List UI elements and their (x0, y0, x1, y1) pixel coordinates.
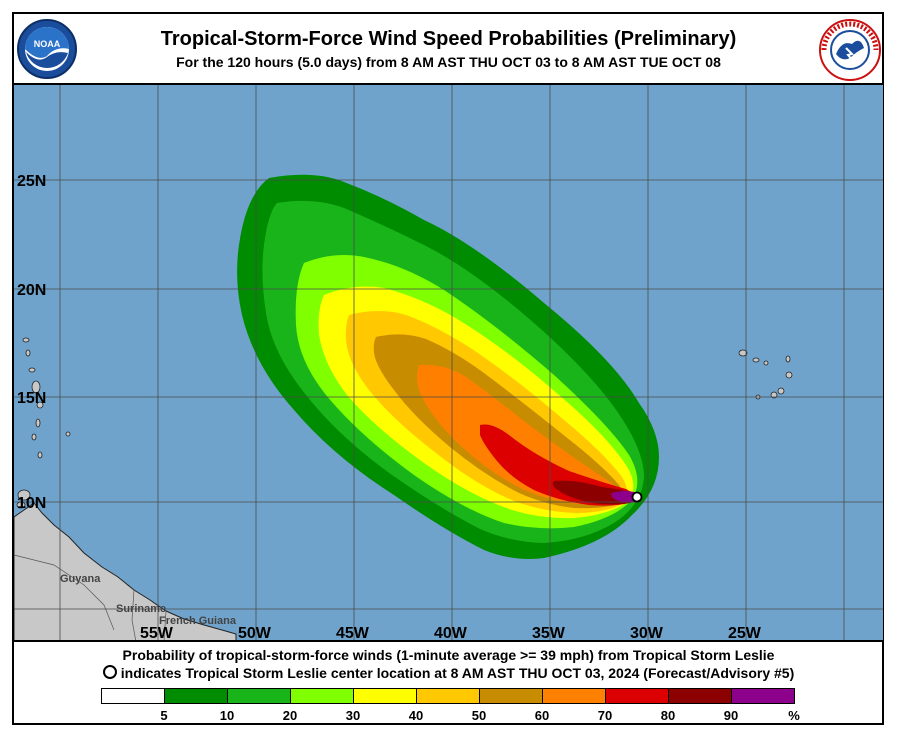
probability-map: 25N 20N 15N 10N 55W 50W 45W 40W 35W 30W … (14, 83, 883, 642)
legend-swatch (227, 688, 291, 704)
legend-tick-label: 30 (345, 708, 361, 723)
legend-swatch (668, 688, 732, 704)
probability-contours (237, 174, 660, 560)
nws-logo-icon (819, 19, 881, 81)
lat-label-10n: 10N (17, 495, 46, 512)
lat-label-15n: 15N (17, 390, 46, 407)
legend-swatch (542, 688, 606, 704)
legend-swatch (479, 688, 543, 704)
legend-tick-label: 70 (597, 708, 613, 723)
map-canvas: 25N 20N 15N 10N 55W 50W 45W 40W 35W 30W … (14, 85, 883, 642)
lon-label-45w: 45W (336, 625, 370, 642)
legend-tick-label: 20 (282, 708, 298, 723)
band-60-70 (417, 364, 620, 505)
place-label-suriname: Suriname (116, 603, 166, 615)
legend-tick-label: 90 (723, 708, 739, 723)
legend-ticks: 5 10 20 30 40 50 60 70 80 90% (101, 708, 801, 724)
storm-center-marker (631, 491, 643, 503)
legend-swatch (731, 688, 795, 704)
place-label-french-guiana: French Guiana (159, 615, 237, 627)
lat-label-20n: 20N (17, 282, 46, 299)
legend-tick-label: 10 (219, 708, 235, 723)
legend-swatch (353, 688, 417, 704)
map-subtitle: For the 120 hours (5.0 days) from 8 AM A… (176, 54, 721, 70)
place-label-guyana: Guyana (60, 573, 101, 585)
map-title: Tropical-Storm-Force Wind Speed Probabil… (160, 28, 737, 50)
lat-lon-grid (14, 85, 883, 640)
legend-swatch (416, 688, 480, 704)
lon-label-35w: 35W (532, 625, 566, 642)
islands-cape-verde (738, 349, 793, 400)
legend-tick-label: 60 (534, 708, 550, 723)
legend-tick-label: 5 (160, 708, 168, 723)
legend-swatch (101, 688, 165, 704)
footer-center-note: indicates Tropical Storm Leslie center l… (0, 665, 897, 681)
lon-label-50w: 50W (238, 625, 272, 642)
legend-tick-label: 80 (660, 708, 676, 723)
footer-caption: Probability of tropical-storm-force wind… (122, 647, 775, 663)
islands-lesser-antilles (16, 337, 71, 509)
footer-center-text: indicates Tropical Storm Leslie center l… (120, 665, 795, 681)
legend-swatch (605, 688, 669, 704)
noaa-logo-icon: NOAA (17, 19, 77, 79)
lat-label-25n: 25N (17, 173, 46, 190)
center-circle-icon (102, 665, 117, 679)
probability-legend (101, 688, 795, 706)
legend-tick-label: 40 (408, 708, 424, 723)
legend-swatch (164, 688, 228, 704)
lon-label-40w: 40W (434, 625, 468, 642)
legend-tick-label: % (788, 708, 800, 723)
lon-label-55w: 55W (140, 625, 174, 642)
noaa-logo-text: NOAA (34, 39, 61, 49)
lon-label-30w: 30W (630, 625, 664, 642)
lon-label-25w: 25W (728, 625, 762, 642)
legend-swatch (290, 688, 354, 704)
legend-tick-label: 50 (471, 708, 487, 723)
